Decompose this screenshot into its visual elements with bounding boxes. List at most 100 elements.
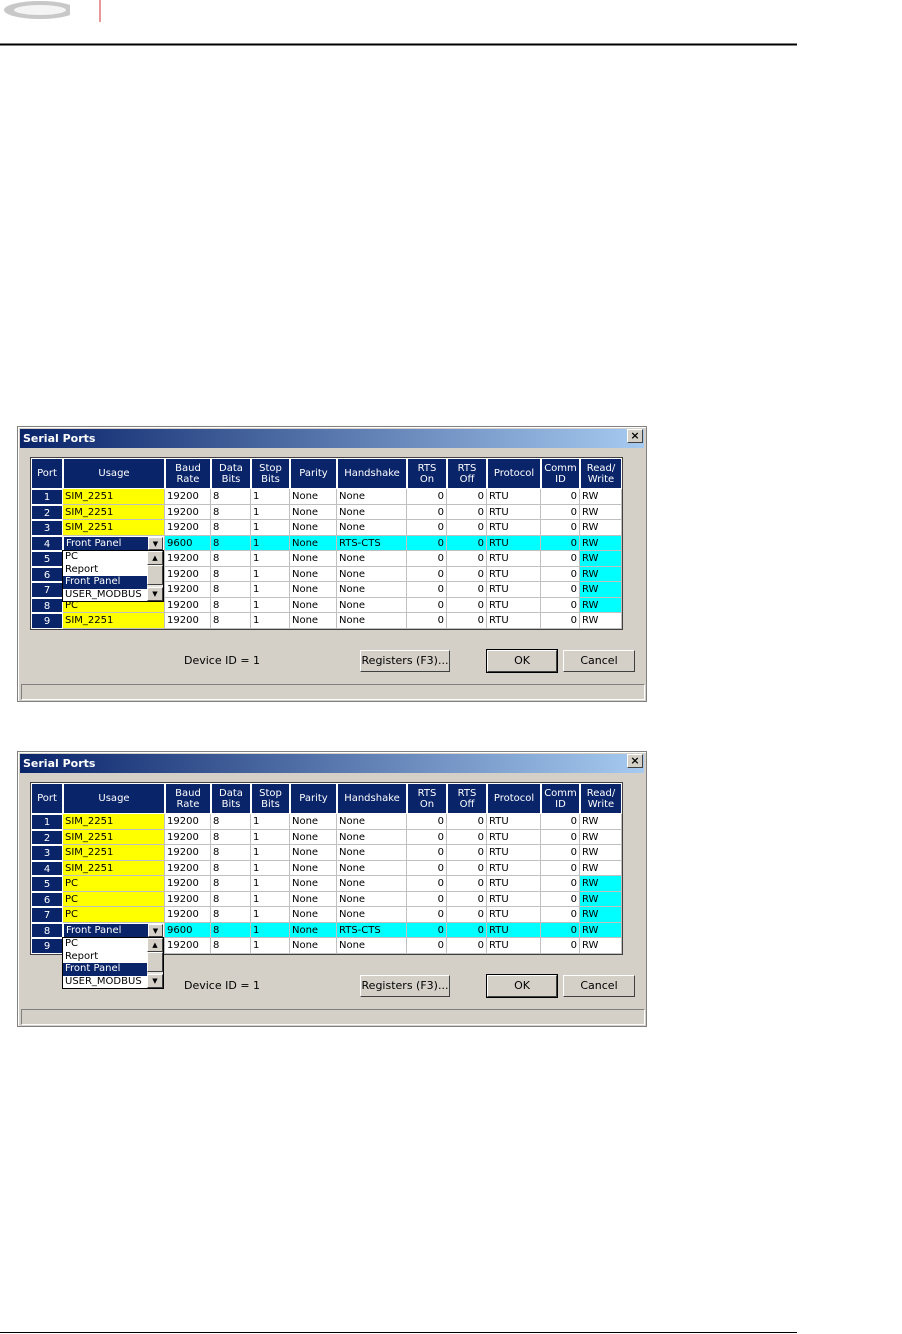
cell: RTU <box>487 535 541 551</box>
cell: 1 <box>251 613 290 629</box>
column-header[interactable]: Usage <box>63 458 165 489</box>
cell[interactable]: 7 <box>31 582 63 598</box>
cell: 0 <box>447 860 487 876</box>
column-header[interactable]: Comm ID <box>541 783 580 814</box>
dropdown-option[interactable]: PC <box>63 938 147 951</box>
cell[interactable]: 6 <box>31 891 63 907</box>
usage-combo[interactable]: Front Panel ▼ <box>63 922 165 938</box>
cell: 0 <box>407 891 447 907</box>
cell: 0 <box>541 613 580 629</box>
cell: RTU <box>487 504 541 520</box>
dropdown-option[interactable]: Report <box>63 563 147 576</box>
cell: 0 <box>407 566 447 582</box>
column-header[interactable]: Protocol <box>487 783 541 814</box>
button[interactable]: OK <box>486 649 558 673</box>
column-header[interactable]: Data Bits <box>211 458 251 489</box>
cell: None <box>337 613 407 629</box>
grid: Port Usage Baud Rate Data Bits Stop Bits Pari… <box>30 457 623 630</box>
cell: None <box>290 520 337 536</box>
cell: None <box>290 860 337 876</box>
cell[interactable]: 7 <box>31 907 63 923</box>
column-header[interactable]: Comm ID <box>541 458 580 489</box>
cell: 0 <box>541 860 580 876</box>
cell[interactable]: 1 <box>31 489 63 505</box>
dropdown-option[interactable]: PC <box>63 551 147 564</box>
cell[interactable]: 4 <box>31 860 63 876</box>
cell[interactable]: 2 <box>31 829 63 845</box>
scroll-up[interactable]: ▲ <box>147 938 163 952</box>
column-header[interactable]: Read/ Write <box>580 783 622 814</box>
usage-combo[interactable]: Front Panel ▼ <box>63 535 165 551</box>
cell[interactable]: 9 <box>31 938 63 954</box>
dropdown-option[interactable]: Report <box>63 950 147 963</box>
cell[interactable]: 3 <box>31 520 63 536</box>
column-header[interactable]: Stop Bits <box>251 458 290 489</box>
column-header[interactable]: RTS On <box>407 458 447 489</box>
column-header[interactable]: Handshake <box>337 783 407 814</box>
cell[interactable]: 5 <box>31 551 63 567</box>
cell: 8 <box>211 907 251 923</box>
scroll-up[interactable]: ▲ <box>147 551 163 565</box>
cell[interactable]: 3 <box>31 845 63 861</box>
column-header[interactable]: RTS Off <box>447 458 487 489</box>
column-header[interactable]: Port <box>31 783 63 814</box>
cell: 0 <box>447 597 487 613</box>
close-button[interactable]: × <box>627 754 643 768</box>
cell: None <box>290 938 337 954</box>
cell[interactable]: 8 <box>31 922 63 938</box>
column-header[interactable]: RTS Off <box>447 783 487 814</box>
cell: None <box>290 613 337 629</box>
cell: SIM_2251 <box>63 845 165 861</box>
cell: 1 <box>251 597 290 613</box>
cell: RW <box>580 504 622 520</box>
column-header[interactable]: RTS On <box>407 783 447 814</box>
scroll-down[interactable]: ▼ <box>147 587 163 601</box>
cell: 0 <box>407 613 447 629</box>
column-header[interactable]: Handshake <box>337 458 407 489</box>
cell: 0 <box>447 891 487 907</box>
column-header[interactable]: Data Bits <box>211 783 251 814</box>
close-button[interactable]: × <box>627 429 643 443</box>
dropdown-option[interactable]: USER_MODBUS <box>63 975 147 988</box>
scroll-down[interactable]: ▼ <box>147 974 163 988</box>
column-header[interactable]: Parity <box>290 458 337 489</box>
button[interactable]: Cancel <box>563 650 635 672</box>
column-header[interactable]: Protocol <box>487 458 541 489</box>
column-header[interactable]: Parity <box>290 783 337 814</box>
cell[interactable]: 8 <box>31 597 63 613</box>
cell[interactable]: 1 <box>31 814 63 830</box>
cell: RW <box>580 876 622 892</box>
dropdown-option[interactable]: Front Panel <box>63 963 147 976</box>
dropdown-option[interactable]: USER_MODBUS <box>63 588 147 601</box>
button[interactable]: Registers (F3)... <box>360 650 450 672</box>
cell: 0 <box>407 938 447 954</box>
button[interactable]: OK <box>486 974 558 998</box>
cell[interactable]: 4 <box>31 535 63 551</box>
cell: 0 <box>541 891 580 907</box>
column-header[interactable]: Read/ Write <box>580 458 622 489</box>
cell[interactable]: 2 <box>31 504 63 520</box>
cell: 9600 <box>165 535 211 551</box>
cell[interactable]: 6 <box>31 566 63 582</box>
column-header[interactable]: Usage <box>63 783 165 814</box>
cell: 0 <box>541 922 580 938</box>
cell[interactable]: 5 <box>31 876 63 892</box>
column-header[interactable]: Baud Rate <box>165 458 211 489</box>
combo-arrow[interactable]: ▼ <box>148 923 163 937</box>
cell: 0 <box>407 814 447 830</box>
cell[interactable]: 9 <box>31 613 63 629</box>
cell: 1 <box>251 489 290 505</box>
cell: 0 <box>447 938 487 954</box>
dropdown-option[interactable]: Front Panel <box>63 576 147 589</box>
cell: 1 <box>251 829 290 845</box>
cell: None <box>290 597 337 613</box>
cell: RW <box>580 907 622 923</box>
button[interactable]: Registers (F3)... <box>360 975 450 997</box>
button[interactable]: Cancel <box>563 975 635 997</box>
cell: 0 <box>541 876 580 892</box>
column-header[interactable]: Port <box>31 458 63 489</box>
combo-arrow[interactable]: ▼ <box>148 536 163 550</box>
column-header[interactable]: Baud Rate <box>165 783 211 814</box>
cell: 0 <box>407 845 447 861</box>
column-header[interactable]: Stop Bits <box>251 783 290 814</box>
